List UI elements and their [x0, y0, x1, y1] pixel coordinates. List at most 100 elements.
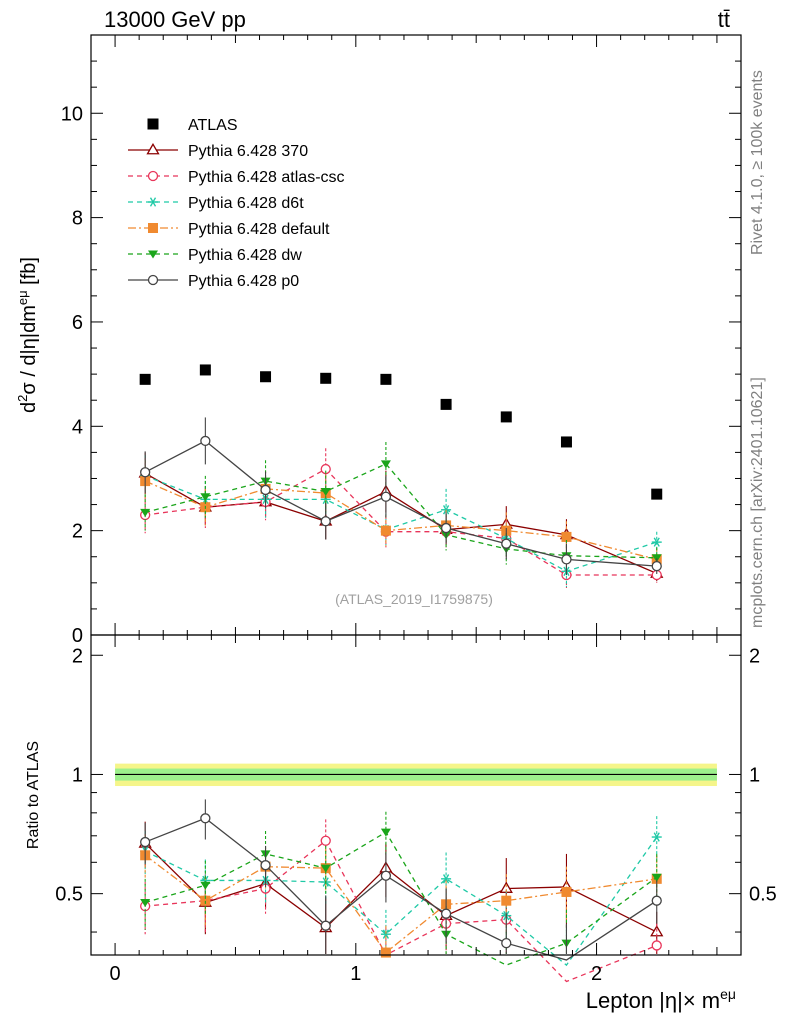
ratio-default-marker — [501, 895, 512, 906]
ratio-p0-line — [144, 817, 658, 961]
main-p0-marker — [380, 491, 392, 502]
analysis-watermark: (ATLAS_2019_I1759875) — [335, 591, 493, 607]
main-ytick-label: 10 — [61, 103, 83, 125]
ratio-atlascsc-marker — [320, 835, 331, 846]
ratio-default-line — [144, 854, 657, 954]
ylabel-part-d: d — [18, 402, 40, 413]
ylabel-sup-2: 2 — [15, 395, 30, 402]
ratio-default-marker — [561, 886, 572, 897]
main-atlas — [139, 364, 663, 500]
ratio-ytick-label-left: 2 — [72, 645, 83, 667]
ratio-frame — [90, 634, 742, 956]
main-default — [140, 460, 662, 570]
main-y-tick-labels: 0 2 4 6 8 10 — [61, 103, 83, 647]
ylabel-sup-emu: eμ — [15, 290, 30, 305]
main-default-line — [144, 480, 657, 560]
ratio-p370 — [138, 821, 664, 954]
ratio-dw-marker — [651, 873, 662, 882]
main-panel: 0 2 4 6 8 10 (ATLAS_2019_I1759875) ATLAS Pythi… — [15, 34, 742, 647]
main-p0-marker — [320, 516, 331, 527]
legend-label-d6t: Pythia 6.428 d6t — [188, 195, 304, 212]
x-tick-label: 1 — [350, 963, 361, 985]
legend-label-p0: Pythia 6.428 p0 — [188, 273, 299, 290]
main-p0-marker — [651, 560, 662, 572]
main-atlas-marker — [260, 371, 272, 383]
ratio-atlascsc — [140, 819, 662, 983]
ratio-p0-marker — [140, 836, 151, 848]
main-ytick-label: 4 — [72, 416, 83, 438]
main-d6t-line — [144, 475, 657, 573]
legend: ATLAS Pythia 6.428 370 Pythia 6.428 atlas-… — [128, 117, 345, 290]
ratio-d6t-marker-stroke — [382, 929, 390, 939]
ratio-d6t-marker — [441, 874, 452, 884]
ratio-p0-marker — [320, 920, 331, 931]
main-dw-marker — [140, 508, 151, 517]
main-p0-line — [144, 440, 657, 567]
main-axis-ticks — [91, 35, 741, 636]
ratio-p0-marker — [380, 870, 392, 881]
ratio-dw — [140, 811, 662, 966]
main-dw-marker — [320, 488, 331, 497]
ratio-d6t-marker — [380, 929, 391, 939]
legend-label-atlas: ATLAS — [188, 117, 238, 134]
ratio-dw-line — [144, 831, 658, 966]
main-series — [138, 364, 664, 589]
ratio-dw-marker — [380, 828, 391, 837]
main-atlas-marker — [500, 411, 512, 423]
main-d6t-marker-stroke — [653, 537, 660, 547]
ratio-axis-ticks — [91, 635, 741, 955]
legend-label-default: Pythia 6.428 default — [188, 221, 330, 238]
main-p370 — [138, 452, 664, 582]
main-p0-marker — [561, 554, 572, 565]
legend-label-p370: Pythia 6.428 370 — [188, 143, 308, 160]
main-p370-line — [144, 472, 657, 575]
x-tick-label: 0 — [110, 963, 121, 985]
header-right: tt̄ — [718, 7, 730, 32]
main-atlas-marker — [440, 398, 452, 410]
main-atlascsc — [140, 448, 662, 589]
ratio-d6t-line — [144, 836, 658, 967]
rivet-label: Rivet 4.1.0, ≥ 100k events — [749, 70, 766, 255]
ratio-p0-marker — [501, 937, 512, 949]
main-default-marker — [561, 531, 572, 542]
main-p0-marker — [440, 522, 452, 534]
main-atlas-marker — [320, 372, 332, 384]
ylabel-part-fb: [fb] — [18, 257, 40, 290]
header-left: 13000 GeV pp — [104, 7, 246, 32]
main-ytick-label: 8 — [72, 208, 83, 230]
main-ytick-label: 6 — [72, 312, 83, 334]
main-d6t-marker — [651, 537, 662, 547]
xlabel-main: Lepton |η|× m — [586, 988, 720, 1013]
main-atlascsc-line — [145, 468, 657, 576]
main-atlas-marker — [651, 488, 663, 500]
legend-marker-default — [148, 223, 158, 233]
mcplots-label: mcplots.cern.ch [arXiv:2401.10621] — [749, 377, 766, 628]
ratio-p0 — [140, 799, 662, 961]
ratio-ytick-label-left: 0.5 — [55, 884, 83, 906]
main-atlas-marker — [560, 436, 572, 448]
legend-marker-d6t — [148, 197, 158, 207]
main-ytick-label: 0 — [72, 625, 83, 647]
ratio-p0-marker — [260, 860, 271, 871]
main-p0-marker — [140, 467, 151, 478]
ratio-ytick-label-right: 0.5 — [749, 884, 777, 906]
ratio-dw-marker — [140, 898, 151, 907]
ratio-default-marker — [200, 895, 211, 906]
main-p0-marker — [501, 538, 512, 549]
main-d6t — [140, 455, 662, 587]
main-atlas-marker — [380, 373, 392, 385]
ratio-d6t-marker — [651, 832, 662, 842]
x-tick-labels: 0 1 2 — [110, 963, 603, 985]
ratio-d6t — [140, 816, 662, 967]
ratio-p0-marker — [440, 908, 452, 919]
main-dw-marker — [380, 460, 391, 469]
main-atlas-marker — [139, 373, 151, 385]
main-default-marker — [380, 525, 391, 536]
main-d6t-marker-stroke — [442, 505, 450, 515]
legend-label-atlascsc: Pythia 6.428 atlas-csc — [188, 169, 345, 186]
ratio-y-axis-label: Ratio to ATLAS — [25, 741, 42, 849]
main-p0-marker — [200, 435, 211, 447]
main-y-axis-label: d2σ / d|η|dmeμ [fb] — [15, 257, 40, 413]
main-p0-marker — [260, 484, 271, 496]
